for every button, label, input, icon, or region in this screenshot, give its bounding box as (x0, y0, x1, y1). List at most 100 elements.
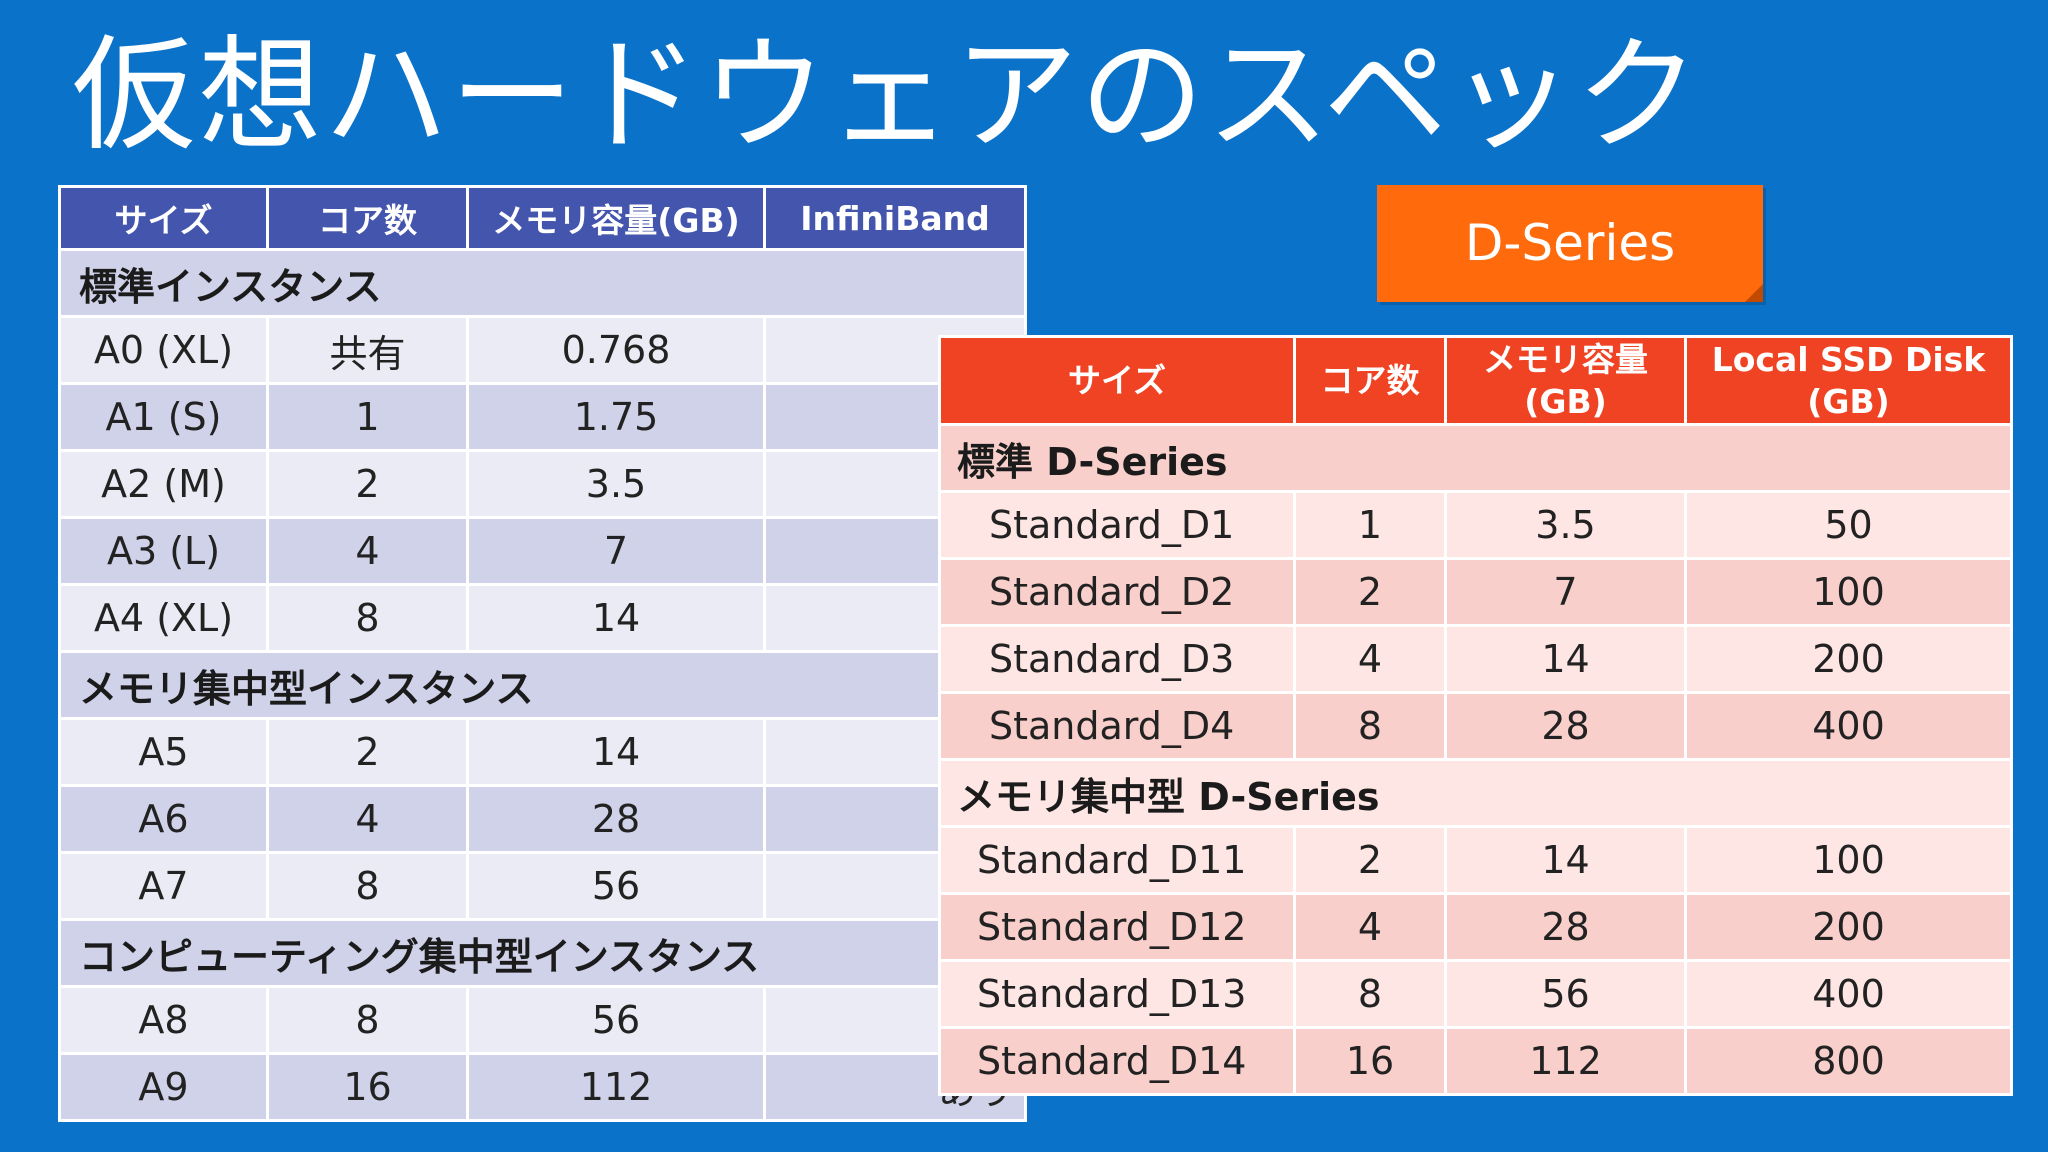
a-cell-memory: 28 (466, 784, 766, 854)
d-section-label: メモリ集中型 D-Series (938, 758, 2013, 828)
d-cell-cores: 4 (1293, 624, 1447, 694)
d-cell-ssd: 200 (1684, 892, 2013, 962)
a-table-header-row: サイズ コア数 メモリ容量(GB) InfiniBand (58, 185, 1027, 251)
a-cell-memory: 0.768 (466, 315, 766, 385)
a-table-row: A7 8 56 (58, 851, 1027, 921)
a-cell-cores: 2 (266, 717, 469, 787)
d-table-row: Standard_D4 8 28 400 (938, 691, 2013, 761)
d-cell-size: Standard_D3 (938, 624, 1296, 694)
a-header-cores: コア数 (266, 185, 469, 251)
a-section-row: コンピューティング集中型インスタンス (58, 918, 1027, 988)
d-table-row: Standard_D13 8 56 400 (938, 959, 2013, 1029)
d-header-ssd: Local SSD Disk (GB) (1684, 335, 2013, 426)
d-header-size: サイズ (938, 335, 1296, 426)
a-cell-size: A9 (58, 1052, 269, 1122)
a-cell-cores: 16 (266, 1052, 469, 1122)
a-cell-memory: 14 (466, 583, 766, 653)
d-table-row: Standard_D2 2 7 100 (938, 557, 2013, 627)
d-cell-ssd: 800 (1684, 1026, 2013, 1096)
d-series-label-text: D-Series (1464, 214, 1676, 272)
d-cell-size: Standard_D11 (938, 825, 1296, 895)
d-series-label-fold (1745, 284, 1763, 302)
d-cell-memory: 3.5 (1444, 490, 1687, 560)
d-cell-ssd: 100 (1684, 825, 2013, 895)
d-cell-cores: 2 (1293, 557, 1447, 627)
a-table-row: A4 (XL) 8 14 (58, 583, 1027, 653)
page-title: 仮想ハードウェアのスペック (72, 24, 1702, 168)
a-table-row: A8856あり (58, 985, 1027, 1055)
a-section-label: コンピューティング集中型インスタンス (58, 918, 1027, 988)
d-cell-cores: 2 (1293, 825, 1447, 895)
d-cell-cores: 1 (1293, 490, 1447, 560)
a-cell-cores: 2 (266, 449, 469, 519)
d-section-row: メモリ集中型 D-Series (938, 758, 2013, 828)
a-cell-size: A0 (XL) (58, 315, 269, 385)
a-cell-memory: 7 (466, 516, 766, 586)
a-cell-memory: 56 (466, 851, 766, 921)
d-table-row: Standard_D12 4 28 200 (938, 892, 2013, 962)
d-cell-cores: 4 (1293, 892, 1447, 962)
a-cell-size: A5 (58, 717, 269, 787)
a-header-size: サイズ (58, 185, 269, 251)
a-cell-cores: 4 (266, 516, 469, 586)
a-cell-size: A3 (L) (58, 516, 269, 586)
a-cell-cores: 1 (266, 382, 469, 452)
d-cell-ssd: 400 (1684, 959, 2013, 1029)
d-cell-memory: 14 (1444, 624, 1687, 694)
d-cell-ssd: 200 (1684, 624, 2013, 694)
a-cell-size: A6 (58, 784, 269, 854)
a-section-label: 標準インスタンス (58, 248, 1027, 318)
d-cell-ssd: 50 (1684, 490, 2013, 560)
a-cell-memory: 112 (466, 1052, 766, 1122)
a-header-infiniband: InfiniBand (763, 185, 1027, 251)
a-cell-cores: 8 (266, 985, 469, 1055)
d-cell-memory: 56 (1444, 959, 1687, 1029)
d-cell-memory: 7 (1444, 557, 1687, 627)
a-table-row: A0 (XL) 共有 0.768 (58, 315, 1027, 385)
a-table-row: A3 (L) 4 7 (58, 516, 1027, 586)
d-cell-size: Standard_D12 (938, 892, 1296, 962)
d-cell-memory: 14 (1444, 825, 1687, 895)
d-table-row: Standard_D11 2 14 100 (938, 825, 2013, 895)
d-cell-size: Standard_D4 (938, 691, 1296, 761)
a-cell-memory: 1.75 (466, 382, 766, 452)
d-cell-memory: 28 (1444, 691, 1687, 761)
a-section-row: 標準インスタンス (58, 248, 1027, 318)
d-series-label: D-Series (1377, 185, 1763, 302)
d-cell-memory: 112 (1444, 1026, 1687, 1096)
d-header-cores: コア数 (1293, 335, 1447, 426)
a-cell-size: A4 (XL) (58, 583, 269, 653)
d-table-row: Standard_D1 1 3.5 50 (938, 490, 2013, 560)
a-cell-memory: 14 (466, 717, 766, 787)
a-cell-size: A2 (M) (58, 449, 269, 519)
d-series-spec-table: サイズ コア数 メモリ容量 (GB) Local SSD Disk (GB) 標準 … (938, 335, 2013, 1096)
d-cell-size: Standard_D14 (938, 1026, 1296, 1096)
a-table-row: A1 (S) 1 1.75 (58, 382, 1027, 452)
a-cell-memory: 56 (466, 985, 766, 1055)
d-section-label: 標準 D-Series (938, 423, 2013, 493)
d-cell-cores: 8 (1293, 959, 1447, 1029)
d-cell-size: Standard_D2 (938, 557, 1296, 627)
a-table-row: A916112あり (58, 1052, 1027, 1122)
a-cell-memory: 3.5 (466, 449, 766, 519)
a-table-row: A6 4 28 (58, 784, 1027, 854)
a-cell-cores: 8 (266, 851, 469, 921)
d-cell-ssd: 400 (1684, 691, 2013, 761)
a-section-row: メモリ集中型インスタンス (58, 650, 1027, 720)
a-header-memory: メモリ容量(GB) (466, 185, 766, 251)
a-cell-cores: 4 (266, 784, 469, 854)
a-cell-cores: 8 (266, 583, 469, 653)
d-cell-cores: 16 (1293, 1026, 1447, 1096)
d-section-row: 標準 D-Series (938, 423, 2013, 493)
d-cell-cores: 8 (1293, 691, 1447, 761)
d-table-header-row: サイズ コア数 メモリ容量 (GB) Local SSD Disk (GB) (938, 335, 2013, 426)
d-cell-size: Standard_D13 (938, 959, 1296, 1029)
d-cell-ssd: 100 (1684, 557, 2013, 627)
d-table-row: Standard_D3 4 14 200 (938, 624, 2013, 694)
a-cell-size: A1 (S) (58, 382, 269, 452)
a-cell-size: A7 (58, 851, 269, 921)
a-table-row: A2 (M) 2 3.5 (58, 449, 1027, 519)
d-header-memory: メモリ容量 (GB) (1444, 335, 1687, 426)
a-section-label: メモリ集中型インスタンス (58, 650, 1027, 720)
d-table-row: Standard_D14 16 112 800 (938, 1026, 2013, 1096)
